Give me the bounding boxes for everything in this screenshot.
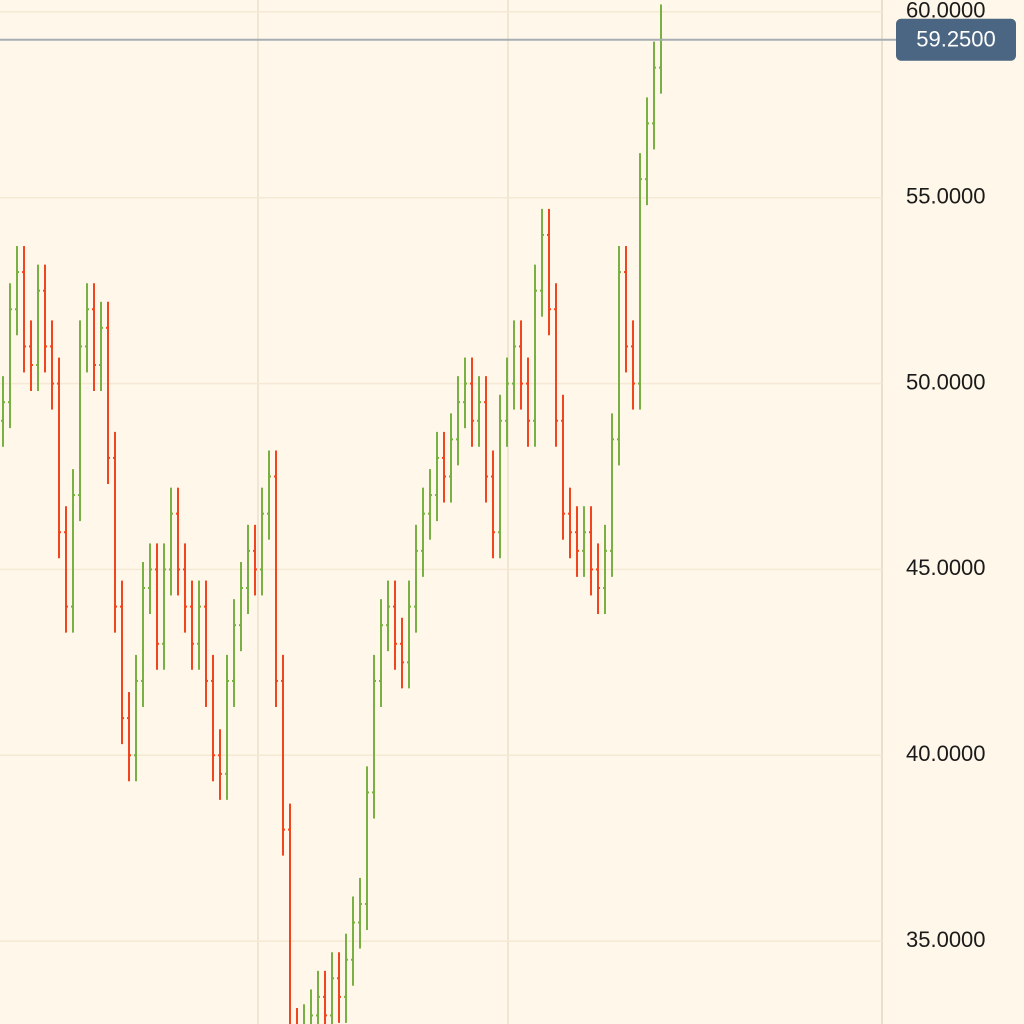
grid: 35.0000 40.0000 45.0000 50.0000 55.0000 60.00… <box>0 0 986 952</box>
y-tick-label: 50.0000 <box>906 369 986 394</box>
y-tick-label: 35.0000 <box>906 927 986 952</box>
last-price-badge <box>896 18 1016 61</box>
bars <box>1 4 663 1024</box>
y-tick-label: 45.0000 <box>906 555 986 580</box>
y-tick-label: 40.0000 <box>906 741 986 766</box>
last-price-label: 59.2500 <box>916 27 996 52</box>
y-tick-label: 60.0000 <box>906 0 986 23</box>
overlay: 59.2500 <box>0 18 1016 61</box>
y-tick-label: 55.0000 <box>906 184 986 209</box>
